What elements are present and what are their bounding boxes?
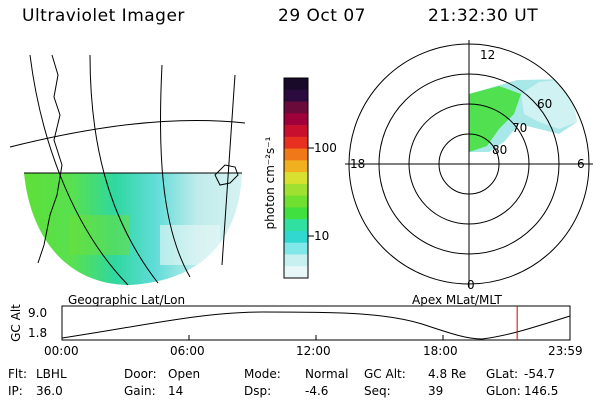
colorbar-tick-10: 10 <box>314 229 330 243</box>
status-key: GC Alt: <box>364 367 406 381</box>
mlat-label-60: 60 <box>537 97 553 111</box>
colorbar-segment <box>284 78 308 91</box>
colorbar-tick-100: 100 <box>314 141 337 155</box>
polar-plot <box>345 40 593 288</box>
geographic-map <box>9 54 246 286</box>
mlt-label-18: 18 <box>350 157 366 171</box>
status-value: Normal <box>305 367 349 381</box>
colorbar-segment <box>284 266 308 279</box>
status-value: -4.6 <box>305 384 329 398</box>
status-value: Open <box>168 367 201 381</box>
status-key: Door: <box>124 367 157 381</box>
apex-label: Apex MLat/MLT <box>412 293 502 307</box>
polar-grid <box>345 40 593 288</box>
altitude-plot <box>61 305 571 341</box>
colorbar-segment <box>284 195 308 208</box>
status-key: GLat: <box>486 367 519 381</box>
time-label: 21:32:30 UT <box>428 6 539 26</box>
coastline <box>37 54 63 264</box>
ytick-1-8: 1.8 <box>28 326 48 340</box>
colorbar-segment <box>284 172 308 185</box>
status-value: -54.7 <box>524 367 556 381</box>
colorbar-segment <box>284 219 308 232</box>
date-label: 29 Oct 07 <box>278 6 366 26</box>
ytick-9: 9.0 <box>28 306 48 320</box>
mlt-label-0: 0 <box>467 278 475 292</box>
colorbar-segment <box>284 89 308 103</box>
polar-aurora-image <box>469 79 577 152</box>
colorbar-segment <box>284 254 308 267</box>
status-key: Flt: <box>8 367 27 381</box>
mlt-label-12: 12 <box>480 48 496 62</box>
xtick-0600: 06:00 <box>170 344 205 358</box>
colorbar-segment <box>284 113 308 126</box>
status-value: 146.5 <box>524 384 559 398</box>
colorbar-segment <box>284 242 308 255</box>
status-key: GLon: <box>486 384 521 398</box>
status-value: 14 <box>168 384 184 398</box>
status-key: Seq: <box>364 384 391 398</box>
altitude-ylabel: GC Alt <box>9 304 23 342</box>
mlat-label-80: 80 <box>492 143 508 157</box>
mlat-label-70: 70 <box>512 121 528 135</box>
xtick-0000: 00:00 <box>44 344 79 358</box>
colorbar-segment <box>284 148 308 161</box>
colorbar-segment <box>284 207 308 220</box>
island-outline <box>214 164 239 186</box>
status-key: Mode: <box>244 367 281 381</box>
altitude-curve <box>61 311 571 340</box>
colorbar <box>283 77 314 279</box>
colorbar-segment <box>284 101 308 114</box>
mlt-label-6: 6 <box>577 157 585 171</box>
status-key: IP: <box>8 384 23 398</box>
status-key: Dsp: <box>244 384 272 398</box>
colorbar-segment <box>284 125 308 138</box>
status-key: Gain: <box>124 384 156 398</box>
status-value: 39 <box>428 384 444 398</box>
status-value: LBHL <box>36 367 67 381</box>
xtick-1200: 12:00 <box>296 344 331 358</box>
instrument-title: Ultraviolet Imager <box>22 6 185 26</box>
status-value: 4.8 Re <box>428 367 467 381</box>
geographic-label: Geographic Lat/Lon <box>68 293 186 307</box>
colorbar-segment <box>284 230 308 244</box>
xtick-1800: 18:00 <box>423 344 458 358</box>
colorbar-label: photon cm⁻²s⁻¹ <box>263 136 277 230</box>
colorbar-segment <box>284 136 308 150</box>
colorbar-segment <box>284 183 308 197</box>
status-value: 36.0 <box>36 384 63 398</box>
colorbar-segment <box>284 160 308 173</box>
xtick-2359: 23:59 <box>548 344 583 358</box>
